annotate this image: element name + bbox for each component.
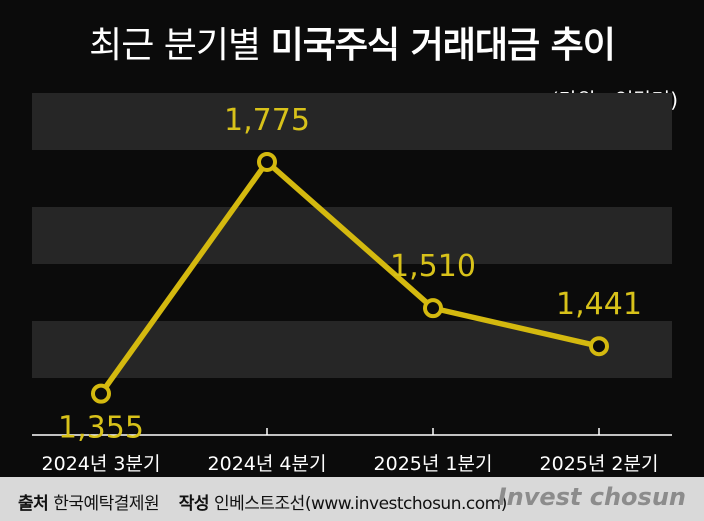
brand-logo: Invest chosun bbox=[497, 483, 686, 511]
title-part-1: 최근 분기별 bbox=[89, 25, 261, 66]
data-label: 1,441 bbox=[556, 287, 642, 322]
title-part-2: 미국주식 거래대금 추이 bbox=[270, 25, 616, 66]
data-label: 1,355 bbox=[58, 411, 144, 446]
grid-band-1 bbox=[32, 93, 672, 150]
grid-band-3 bbox=[32, 321, 672, 378]
data-point bbox=[91, 383, 111, 404]
source-label: 출처 bbox=[18, 494, 49, 514]
data-label: 1,775 bbox=[224, 103, 310, 138]
data-point bbox=[589, 336, 609, 357]
data-point bbox=[423, 298, 443, 319]
series-line bbox=[98, 159, 600, 396]
x-tick-label: 2024년 3분기 bbox=[42, 453, 161, 475]
author-value: 인베스트조선(www.investchosun.com) bbox=[213, 494, 507, 514]
chart-title: 최근 분기별 미국주식 거래대금 추이 bbox=[0, 16, 704, 68]
x-tick-label: 2024년 4분기 bbox=[208, 453, 327, 475]
x-tick-label: 2025년 2분기 bbox=[540, 453, 659, 475]
data-point bbox=[257, 151, 277, 172]
author-label: 작성 bbox=[178, 494, 210, 514]
x-tick-label: 2025년 1분기 bbox=[374, 453, 493, 475]
line-chart: 2024년 3분기 2024년 4분기 2025년 1분기 2025년 2분기 1,35… bbox=[32, 93, 672, 475]
source-credit: 출처 한국예탁결제원 작성 인베스트조선(www.investchosun.co… bbox=[18, 489, 507, 514]
footer-bar: 출처 한국예탁결제원 작성 인베스트조선(www.investchosun.co… bbox=[0, 477, 704, 521]
source-value: 한국예탁결제원 bbox=[53, 494, 160, 514]
data-label: 1,510 bbox=[390, 249, 476, 284]
